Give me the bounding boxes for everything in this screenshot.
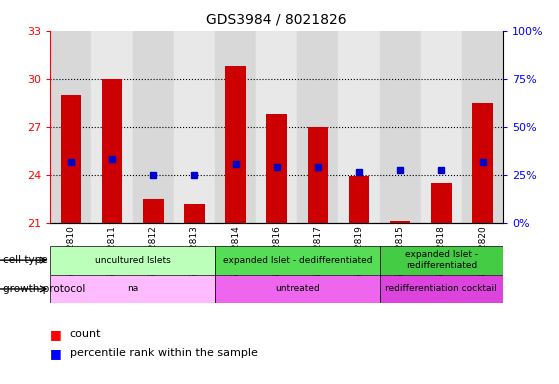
Text: expanded Islet -
redifferentiated: expanded Islet - redifferentiated <box>405 250 478 270</box>
Bar <box>215 275 380 303</box>
Text: growth protocol: growth protocol <box>3 284 85 294</box>
Bar <box>102 79 122 223</box>
Text: uncultured Islets: uncultured Islets <box>95 256 170 265</box>
Bar <box>60 95 81 223</box>
Bar <box>50 275 215 303</box>
Text: count: count <box>70 329 101 339</box>
Text: na: na <box>127 285 138 293</box>
Bar <box>256 31 297 223</box>
Text: percentile rank within the sample: percentile rank within the sample <box>70 348 258 358</box>
Text: ■: ■ <box>50 347 62 360</box>
Bar <box>50 246 215 275</box>
Bar <box>92 31 132 223</box>
Bar <box>380 246 503 275</box>
Bar <box>431 183 452 223</box>
Bar <box>215 31 256 223</box>
Text: cell type: cell type <box>3 255 48 265</box>
Bar <box>338 31 380 223</box>
Bar <box>390 221 410 223</box>
Bar <box>132 31 174 223</box>
Bar <box>307 127 328 223</box>
Bar <box>421 31 462 223</box>
Bar <box>380 275 503 303</box>
Bar <box>380 31 421 223</box>
Bar <box>225 66 246 223</box>
Text: redifferentiation cocktail: redifferentiation cocktail <box>386 285 498 293</box>
Text: expanded Islet - dedifferentiated: expanded Islet - dedifferentiated <box>222 256 372 265</box>
Bar <box>143 199 164 223</box>
Bar <box>174 31 215 223</box>
Bar <box>50 31 92 223</box>
Text: untreated: untreated <box>275 285 320 293</box>
Bar <box>297 31 338 223</box>
Bar <box>215 246 380 275</box>
Bar <box>462 31 503 223</box>
Bar <box>267 114 287 223</box>
Bar <box>349 176 369 223</box>
Bar <box>184 204 205 223</box>
Text: ■: ■ <box>50 328 62 341</box>
Bar <box>472 103 493 223</box>
Title: GDS3984 / 8021826: GDS3984 / 8021826 <box>206 13 347 27</box>
